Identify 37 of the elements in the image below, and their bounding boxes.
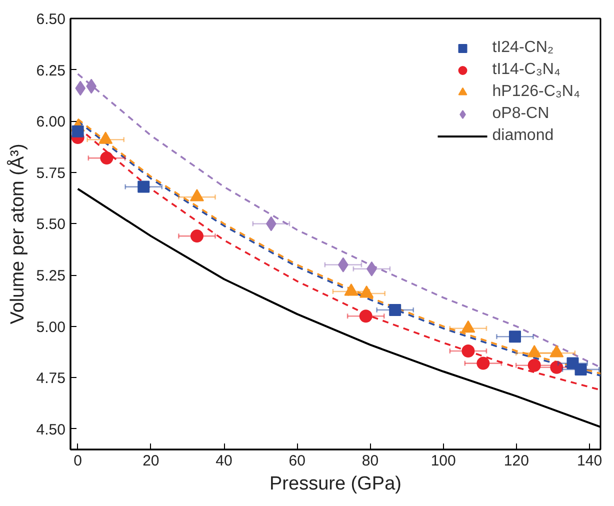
y-tick-label: 6.50 [36, 11, 66, 28]
legend-label: tI14-C₃N₄ [492, 61, 560, 79]
y-tick-label: 5.50 [36, 216, 66, 234]
x-tick-label: 120 [504, 452, 529, 470]
y-tick-label: 6.00 [36, 114, 66, 131]
point [462, 344, 475, 358]
x-axis-title: Pressure (GPa) [270, 474, 402, 494]
point [574, 363, 587, 376]
point [508, 330, 521, 343]
point [528, 358, 541, 372]
point [476, 356, 490, 370]
point [100, 152, 114, 165]
y-tick-label: 5.00 [36, 318, 66, 336]
y-axis-title: Volume per atom (Å³) [6, 144, 28, 324]
point [72, 125, 84, 138]
point [138, 180, 150, 193]
y-tick-label: 5.75 [36, 164, 66, 182]
legend-label: hP126-C₃N₄ [492, 83, 580, 101]
y-tick-label: 4.75 [36, 370, 66, 388]
y-tick-label: 4.50 [36, 421, 66, 438]
x-tick-label: 100 [430, 452, 456, 470]
point [389, 304, 402, 316]
x-tick-label: 20 [142, 452, 160, 470]
x-tick-label: 40 [216, 452, 232, 470]
y-tick-label: 6.25 [36, 62, 66, 80]
legend-label: diamond [492, 127, 554, 145]
x-tick-label: 140 [577, 452, 602, 470]
legend-label: oP8-CN [492, 105, 550, 123]
point [190, 230, 204, 243]
y-tick-label: 5.25 [36, 268, 66, 285]
point [359, 310, 372, 323]
point [550, 360, 564, 374]
x-tick-label: 60 [288, 452, 306, 470]
x-tick-label: 0 [74, 452, 82, 470]
point [75, 80, 86, 96]
x-tick-label: 80 [362, 452, 379, 470]
legend-label: tI24-CN₂ [492, 39, 554, 57]
